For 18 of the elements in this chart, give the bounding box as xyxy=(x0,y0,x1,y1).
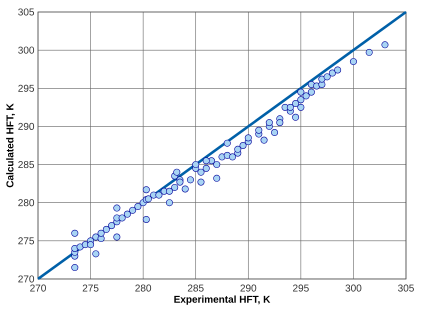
x-tick-label: 305 xyxy=(398,284,414,292)
x-axis-title: Experimental HFT, K xyxy=(174,295,270,305)
x-tick-label: 290 xyxy=(240,284,256,292)
y-axis-title: Calculated HFT, K xyxy=(6,103,15,188)
x-tick-label: 285 xyxy=(188,284,204,292)
x-tick-label: 275 xyxy=(82,284,98,292)
y-tick-label: 285 xyxy=(18,161,34,168)
y-tick-label: 295 xyxy=(18,84,34,92)
x-tick-label: 295 xyxy=(293,284,309,292)
x-tick-label: 300 xyxy=(345,284,362,292)
x-tick-label: 280 xyxy=(135,284,152,292)
y-tick-label: 305 xyxy=(18,8,34,16)
y-tick-label: 300 xyxy=(18,46,34,54)
y-tick-label: 290 xyxy=(18,122,34,130)
y-tick-label: 275 xyxy=(18,237,34,244)
y-tick-label: 280 xyxy=(18,199,34,206)
x-tick-label: 270 xyxy=(30,284,46,292)
y-tick-label: 270 xyxy=(18,275,34,283)
